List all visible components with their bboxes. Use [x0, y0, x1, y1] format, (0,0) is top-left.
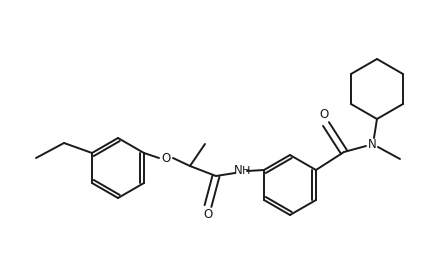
Text: N: N: [234, 165, 243, 177]
Text: O: O: [319, 109, 329, 121]
Text: O: O: [162, 151, 170, 165]
Text: N: N: [368, 137, 377, 151]
Text: O: O: [204, 209, 212, 221]
Text: H: H: [242, 166, 250, 176]
